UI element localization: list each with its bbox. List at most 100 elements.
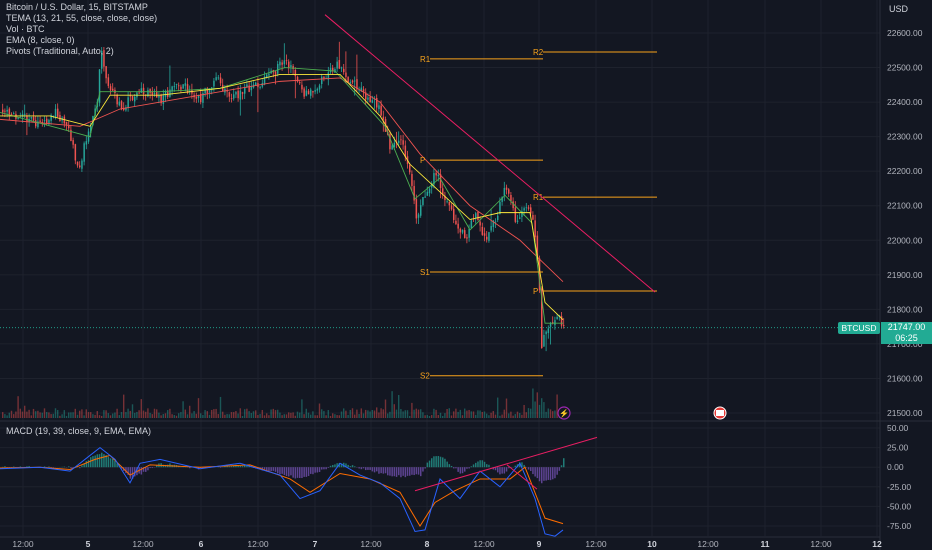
candle-body (39, 120, 41, 122)
symbol-price-tag: BTCUSD (838, 322, 880, 334)
candle-body (233, 94, 235, 99)
volume-bar (354, 414, 356, 418)
candle-body (516, 220, 519, 222)
macd-histogram-bar (547, 467, 550, 480)
candle-body (541, 288, 543, 349)
macd-histogram-bar (101, 452, 103, 468)
candle-body (81, 160, 83, 169)
candle-body (367, 97, 369, 100)
macd-histogram-bar (479, 460, 481, 468)
currency-label[interactable]: USD (889, 4, 909, 14)
volume-bar (310, 414, 312, 418)
candle-body (4, 110, 6, 112)
macd-histogram-bar (239, 465, 242, 468)
macd-histogram-bar (134, 467, 136, 477)
volume-bar (461, 415, 464, 418)
candle-body (296, 76, 299, 82)
macd-histogram-bar (393, 467, 396, 477)
candle-body (389, 133, 391, 150)
volume-bar (426, 414, 428, 418)
candle-body (380, 105, 382, 116)
volume-bar (109, 415, 112, 418)
candle-body (470, 220, 473, 229)
macd-histogram-bar (468, 467, 470, 469)
volume-bar (395, 409, 398, 418)
macd-histogram-bar (114, 461, 116, 468)
volume-bar (219, 396, 222, 418)
candle-body (358, 89, 360, 91)
candle-body (35, 120, 37, 127)
legend-pivots[interactable]: Pivots (Traditional, Auto, 2) (6, 46, 114, 56)
volume-bar (464, 408, 466, 418)
legend-ema[interactable]: EMA (8, close, 0) (6, 35, 75, 45)
candle-body (37, 121, 39, 128)
candle-body (351, 80, 354, 83)
candle-body (17, 118, 19, 119)
volume-bar (274, 410, 277, 418)
ema-line (0, 74, 564, 321)
volume-bar (534, 401, 536, 418)
volume-bar (217, 414, 219, 418)
volume-bar (28, 409, 30, 418)
volume-bar (164, 413, 167, 418)
volume-bar (389, 411, 391, 418)
macd-histogram-bar (499, 467, 501, 475)
macd-histogram-bar (109, 458, 112, 468)
volume-bar (10, 410, 13, 418)
candle-body (48, 119, 50, 125)
legend-macd[interactable]: MACD (19, 39, close, 9, EMA, EMA) (6, 426, 152, 436)
candle-body (310, 89, 312, 96)
macd-histogram-bar (481, 460, 484, 468)
price-axis-label: 22000.00 (887, 235, 923, 245)
candle-body (532, 215, 534, 220)
candle-body (362, 89, 365, 92)
macd-histogram-bar (19, 466, 22, 468)
volume-bar (160, 415, 162, 418)
candle-body (76, 161, 79, 166)
volume-bar (547, 408, 549, 418)
candle-body (536, 235, 539, 259)
volume-bar (543, 402, 545, 418)
candle-body (283, 60, 286, 65)
volume-bar (195, 413, 197, 418)
legend-volume[interactable]: Vol · BTC (6, 24, 45, 34)
volume-bar (215, 408, 217, 418)
macd-histogram-bar (336, 463, 338, 468)
candle-body (503, 187, 506, 196)
candle-body (497, 215, 499, 221)
candle-body (290, 65, 292, 68)
candle-body (340, 67, 343, 69)
volume-bar (400, 409, 402, 418)
symbol-title[interactable]: Bitcoin / U.S. Dollar, 15, BITSTAMP (6, 2, 148, 12)
candle-body (453, 208, 455, 220)
volume-bar (2, 412, 4, 418)
volume-bar (479, 410, 481, 418)
volume-bar (175, 415, 178, 418)
candle-body (274, 71, 277, 75)
macd-histogram-bar (120, 467, 123, 469)
pivot-label: R1 (420, 55, 431, 64)
time-axis-label: 12:00 (247, 539, 269, 549)
macd-histogram-bar (508, 467, 510, 469)
candle-body (26, 115, 28, 123)
volume-bar (68, 412, 70, 418)
candle-body (400, 139, 402, 141)
volume-bar (189, 405, 191, 418)
volume-bar (453, 411, 455, 418)
volume-bar (153, 408, 156, 418)
candle-body (74, 144, 77, 161)
macd-histogram-bar (415, 467, 418, 475)
legend-tema[interactable]: TEMA (13, 21, 55, close, close, close) (6, 13, 158, 23)
lightning-glyph: ⚡ (559, 408, 569, 418)
volume-bar (360, 408, 362, 418)
volume-bar (321, 409, 323, 418)
volume-bar (428, 415, 431, 418)
macd-histogram-bar (48, 466, 50, 468)
candle-body (323, 76, 325, 79)
macd-histogram-bar (83, 463, 85, 468)
time-axis-label: 5 (86, 539, 91, 549)
macd-histogram-bar (277, 467, 279, 474)
macd-histogram-bar (318, 467, 321, 472)
macd-histogram-bar (290, 467, 292, 476)
